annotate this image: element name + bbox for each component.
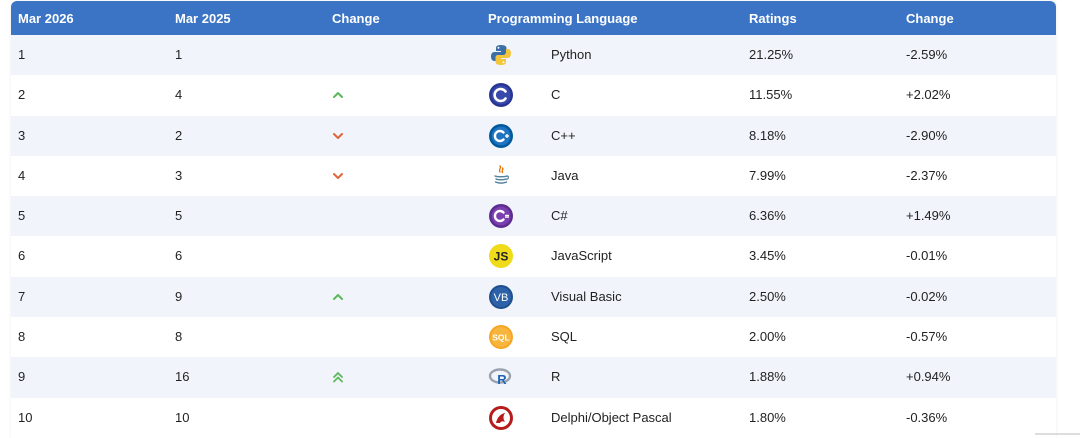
visual-basic-logo-icon: VB [488,284,514,310]
language-name[interactable]: Java [551,167,579,183]
r-logo-icon: R [488,364,514,390]
rating-change: +2.02% [906,87,951,103]
rank-previous: 1 [175,47,183,62]
rank-current: 9 [18,369,26,385]
rating-change: -0.36% [906,409,948,425]
rank-previous: 9 [175,288,183,304]
table-row[interactable]: 2 4 C 11.55% +2.02% [11,75,1056,116]
rating-value: 7.99% [749,167,786,183]
vb-logo-text: VB [494,292,509,304]
header-ratings[interactable]: Ratings [749,11,797,26]
table-row[interactable]: 5 5 C# 6.36% +1.49% [11,196,1056,237]
sql-logo-text: SQL [492,333,509,343]
rating-value: 2.50% [749,288,786,304]
rating-change: -2.59% [906,47,948,62]
rating-change: -2.37% [906,167,948,183]
rank-current: 5 [18,208,26,224]
double-chevron-up-icon [332,371,344,383]
header-mar-2025[interactable]: Mar 2025 [175,11,231,26]
cpp-logo-icon [488,123,514,149]
rating-change: +1.49% [906,208,951,224]
rating-change: -0.57% [906,329,948,345]
table-row[interactable]: 9 16 R R 1.88% +0.94% [11,357,1056,398]
rank-current: 2 [18,87,26,103]
language-name[interactable]: C++ [551,127,576,143]
rating-value: 3.45% [749,248,786,264]
header-programming-language[interactable]: Programming Language [488,11,638,26]
chevron-down-icon [332,130,344,142]
table-row[interactable]: 3 2 C++ 8.18% -2.90% [11,115,1056,156]
table-header: Mar 2026 Mar 2025 Change Programming Lan… [11,1,1056,35]
language-name[interactable]: JavaScript [551,248,612,264]
rank-current: 1 [18,47,26,62]
rating-value: 8.18% [749,127,786,143]
header-mar-2026[interactable]: Mar 2026 [18,11,74,26]
rating-change: -0.01% [906,248,948,264]
language-name[interactable]: R [551,369,561,385]
table-row[interactable]: 4 3 Java 7.99% -2.37% [11,155,1056,197]
javascript-logo-icon: JS [488,243,514,269]
rating-value: 2.00% [749,329,786,345]
rank-previous: 10 [175,409,190,425]
language-name[interactable]: Visual Basic [551,288,622,304]
language-name[interactable]: SQL [551,329,578,345]
rank-current: 8 [18,329,26,345]
rating-change: +0.94% [906,369,951,385]
table-row[interactable]: 6 6 JS JavaScript 3.45% -0.01% [11,236,1056,277]
sql-logo-icon: SQL [488,324,514,350]
delphi-logo-icon [488,405,514,431]
rank-previous: 2 [175,127,183,143]
table-row[interactable]: 10 10 Delphi/Object Pascal 1.80% -0.36% [11,397,1056,438]
chevron-up-icon [332,89,344,101]
tiobe-index-table: Mar 2026 Mar 2025 Change Programming Lan… [11,1,1056,438]
java-logo-icon [488,163,514,189]
language-name[interactable]: C [551,87,561,103]
language-name[interactable]: C# [551,208,568,224]
language-name[interactable]: Python [551,47,592,62]
rank-previous: 16 [175,369,190,385]
python-logo-icon [488,42,514,68]
rank-previous: 3 [175,167,183,183]
divider [1035,433,1080,435]
rating-value: 1.88% [749,369,786,385]
rank-previous: 4 [175,87,183,103]
c-logo-icon [488,82,514,108]
language-name[interactable]: Delphi/Object Pascal [551,409,672,425]
chevron-up-icon [332,291,344,303]
header-change-percent[interactable]: Change [906,11,954,26]
csharp-logo-icon [488,203,514,229]
rank-current: 4 [18,167,26,183]
rating-value: 11.55% [749,87,793,103]
rating-value: 1.80% [749,409,786,425]
table-row[interactable]: 7 9 VB Visual Basic 2.50% -0.02% [11,276,1056,318]
rank-current: 10 [18,409,33,425]
table-row[interactable]: 1 1 Python 21.25% -2.59% [11,35,1056,76]
rank-previous: 6 [175,248,183,264]
rank-current: 3 [18,127,26,143]
table-body: 1 1 Python 21.25% -2.59% 2 4 C 11.55% +2.02% 3 2 C++… [11,35,1056,438]
js-logo-text: JS [494,250,509,264]
rank-current: 7 [18,288,26,304]
rank-previous: 8 [175,329,183,345]
rank-current: 6 [18,248,26,264]
rating-value: 6.36% [749,208,786,224]
rank-previous: 5 [175,208,183,224]
chevron-down-icon [332,170,344,182]
table-row[interactable]: 8 8 SQL SQL 2.00% -0.57% [11,317,1056,358]
rating-change: -2.90% [906,127,948,143]
rating-value: 21.25% [749,47,794,62]
r-logo-text: R [497,372,507,387]
rating-change: -0.02% [906,288,948,304]
header-change[interactable]: Change [332,11,380,26]
